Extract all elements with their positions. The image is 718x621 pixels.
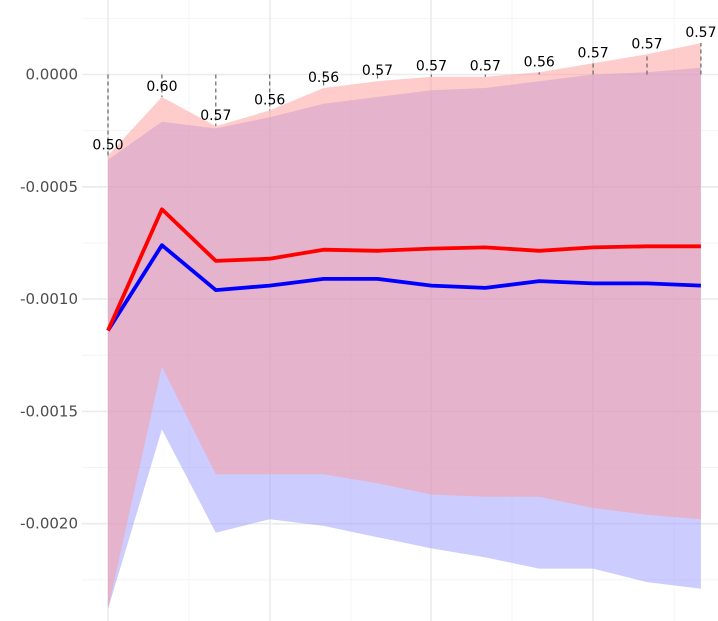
series-line-0 bbox=[106, 207, 701, 332]
y-tick-label: -0.0020 bbox=[20, 515, 78, 533]
y-axis: 0.0000 -0.0005 -0.0010 -0.0015 -0.0020 bbox=[20, 66, 78, 533]
band-series-0 bbox=[108, 43, 701, 610]
series-lines bbox=[106, 207, 701, 332]
annotation-label: 0.56 bbox=[524, 54, 555, 70]
annotation-label: 0.57 bbox=[416, 59, 447, 75]
annotations: 0.50 0.60 0.57 0.56 0.56 0.57 0.57 0.57 0.56 0.57… bbox=[92, 25, 716, 156]
annotation-label: 0.60 bbox=[146, 79, 177, 95]
y-tick-label: -0.0015 bbox=[20, 402, 78, 420]
annotation-label: 0.57 bbox=[200, 108, 231, 124]
annotation-label: 0.56 bbox=[308, 70, 339, 86]
confidence-bands bbox=[108, 43, 701, 610]
y-tick-label: 0.0000 bbox=[26, 66, 79, 84]
annotation-label: 0.57 bbox=[578, 45, 609, 61]
series-line-1 bbox=[106, 243, 701, 332]
y-tick-label: -0.0010 bbox=[20, 290, 78, 308]
annotation-label: 0.57 bbox=[470, 59, 501, 75]
annotation-label: 0.56 bbox=[254, 92, 285, 108]
annotation-label: 0.57 bbox=[631, 36, 662, 52]
annotation-label: 0.50 bbox=[92, 137, 123, 153]
annotation-label: 0.57 bbox=[685, 25, 716, 41]
y-tick-label: -0.0005 bbox=[20, 178, 78, 196]
annotation-label: 0.57 bbox=[362, 63, 393, 79]
